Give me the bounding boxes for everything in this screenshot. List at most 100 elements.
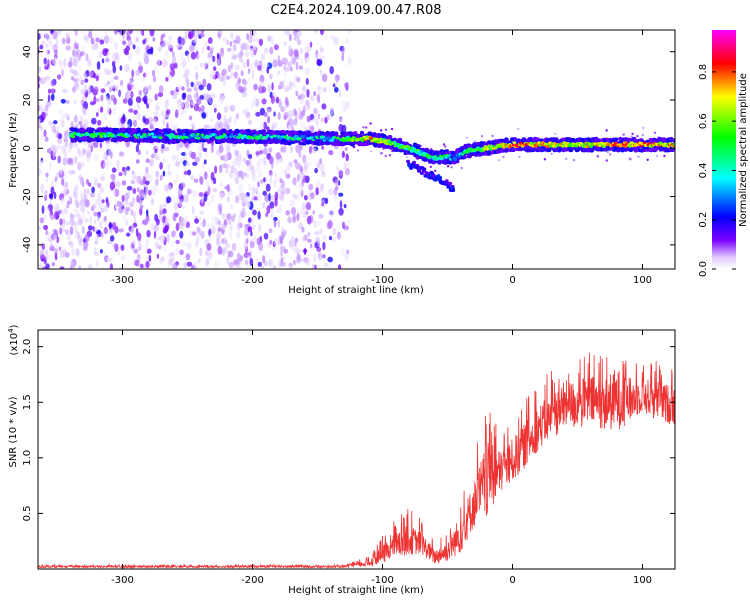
noise-speckle	[70, 143, 76, 149]
noise-speckle	[261, 98, 267, 105]
noise-speckle	[61, 178, 65, 186]
noise-speckle	[172, 262, 178, 269]
noise-speckle	[174, 233, 179, 238]
sparse-speckle	[631, 132, 634, 135]
noise-speckle	[208, 56, 213, 66]
noise-speckle	[112, 52, 118, 61]
ridge-halo	[334, 131, 339, 136]
noise-speckle	[50, 186, 55, 196]
noise-speckle	[110, 235, 115, 242]
noise-speckle	[145, 238, 150, 247]
noise-speckle	[244, 51, 250, 58]
noise-speckle	[295, 61, 299, 71]
noise-speckle	[262, 190, 268, 196]
noise-speckle	[290, 207, 297, 215]
ridge-halo	[184, 128, 189, 133]
noise-speckle	[49, 193, 54, 200]
noise-speckle	[73, 99, 77, 105]
noise-speckle	[248, 35, 253, 44]
noise-speckle	[105, 141, 110, 150]
noise-speckle	[42, 215, 48, 220]
noise-speckle	[334, 86, 339, 93]
noise-speckle	[321, 171, 326, 178]
noise-speckle	[145, 261, 150, 269]
noise-speckle	[286, 164, 290, 173]
noise-speckle	[183, 262, 188, 268]
noise-speckle	[64, 130, 69, 138]
noise-speckle	[109, 257, 113, 262]
noise-speckle	[329, 66, 335, 75]
ridge-core	[466, 150, 471, 154]
noise-speckle	[295, 255, 301, 264]
noise-speckle	[212, 187, 218, 193]
ridge-halo	[570, 137, 576, 142]
noise-speckle	[87, 263, 94, 269]
noise-speckle	[199, 62, 204, 68]
ridge-halo	[387, 135, 393, 139]
noise-speckle	[97, 119, 102, 126]
noise-speckle	[39, 217, 45, 224]
noise-speckle	[280, 249, 284, 257]
noise-speckle	[222, 37, 228, 43]
noise-speckle	[299, 171, 304, 180]
noise-speckle	[198, 84, 204, 91]
noise-speckle	[314, 167, 318, 174]
noise-speckle	[277, 70, 281, 75]
sparse-speckle	[550, 152, 553, 155]
noise-speckle	[307, 124, 311, 133]
noise-speckle	[203, 193, 208, 202]
noise-speckle	[338, 207, 344, 216]
noise-speckle	[107, 98, 111, 105]
noise-speckle	[141, 76, 145, 82]
noise-speckle	[274, 197, 278, 207]
noise-speckle	[39, 44, 44, 50]
noise-speckle	[185, 161, 190, 166]
noise-speckle	[154, 241, 159, 249]
noise-speckle	[153, 65, 159, 71]
noise-speckle	[313, 91, 316, 97]
noise-speckle	[298, 65, 303, 70]
noise-speckle	[175, 239, 181, 245]
noise-speckle	[235, 35, 241, 44]
ridge-halo	[462, 155, 467, 159]
noise-speckle	[285, 173, 291, 179]
noise-speckle	[181, 86, 185, 91]
noise-speckle	[110, 36, 113, 45]
noise-speckle	[302, 214, 309, 219]
sparse-speckle	[429, 165, 432, 169]
noise-speckle	[210, 117, 214, 123]
noise-speckle	[160, 42, 163, 49]
noise-speckle	[75, 247, 80, 257]
ridge-halo	[99, 138, 105, 142]
noise-speckle	[93, 177, 98, 187]
noise-speckle	[282, 79, 286, 84]
noise-speckle	[162, 234, 166, 240]
ridge-halo	[516, 138, 521, 142]
noise-speckle	[173, 208, 180, 214]
ridge-core	[302, 134, 307, 138]
noise-speckle	[333, 36, 339, 46]
ridge-core	[91, 135, 95, 139]
noise-speckle	[143, 56, 150, 65]
noise-speckle	[237, 153, 242, 162]
noise-speckle	[202, 218, 206, 228]
noise-speckle	[322, 234, 327, 241]
noise-speckle	[334, 179, 339, 186]
noise-speckle	[116, 159, 120, 169]
noise-speckle	[85, 156, 91, 162]
noise-speckle	[120, 244, 125, 251]
noise-speckle	[50, 242, 53, 250]
noise-speckle	[227, 47, 232, 52]
noise-speckle	[199, 210, 205, 215]
noise-speckle	[270, 194, 276, 201]
noise-speckle	[146, 48, 153, 55]
noise-speckle	[154, 93, 158, 101]
noise-speckle	[332, 227, 337, 236]
noise-speckle	[198, 192, 204, 197]
noise-speckle	[183, 216, 188, 225]
noise-speckle	[303, 195, 308, 201]
noise-speckle	[41, 205, 45, 214]
noise-speckle	[230, 62, 234, 69]
noise-speckle	[43, 224, 49, 231]
ridge-core	[315, 136, 319, 140]
